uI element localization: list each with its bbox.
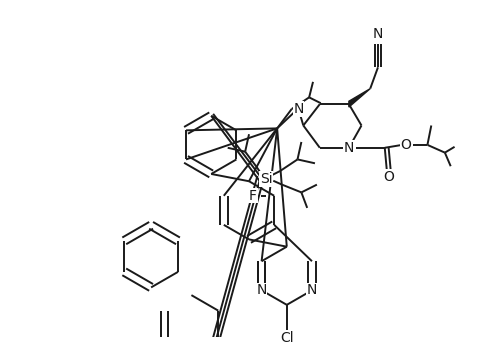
Text: Cl: Cl [280, 331, 293, 345]
Text: N: N [256, 283, 267, 297]
Text: N: N [307, 283, 317, 297]
Text: N: N [344, 141, 354, 155]
Text: O: O [383, 170, 394, 184]
Polygon shape [349, 89, 370, 107]
Text: F: F [249, 189, 257, 203]
Text: O: O [400, 138, 411, 152]
Text: N: N [294, 102, 304, 116]
Text: N: N [373, 27, 383, 42]
Text: Si: Si [260, 172, 273, 186]
